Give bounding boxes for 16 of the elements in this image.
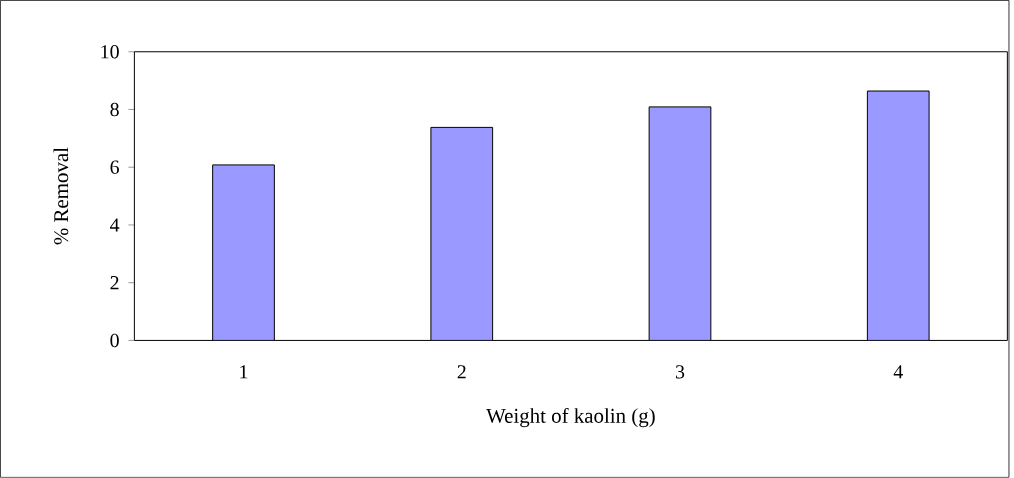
bar xyxy=(212,164,275,341)
x-tick-label: 3 xyxy=(675,365,685,379)
x-tick-label: 1 xyxy=(240,365,248,379)
x-tick-label: 4 xyxy=(893,365,903,379)
bar xyxy=(430,126,494,341)
bar xyxy=(866,90,930,341)
y-tick-label: 4 xyxy=(110,218,120,232)
x-axis-title: Weight of kaolin (g) xyxy=(486,408,655,428)
y-tick-label: 10 xyxy=(101,45,119,59)
y-tick-label: 2 xyxy=(110,276,119,290)
y-tick-label: 8 xyxy=(110,102,119,117)
bar xyxy=(648,106,712,341)
y-tick-label: 6 xyxy=(110,160,119,174)
x-tick-label: 2 xyxy=(457,365,466,379)
y-tick-label: 0 xyxy=(110,333,119,348)
y-axis-title: % Removal xyxy=(53,147,69,245)
